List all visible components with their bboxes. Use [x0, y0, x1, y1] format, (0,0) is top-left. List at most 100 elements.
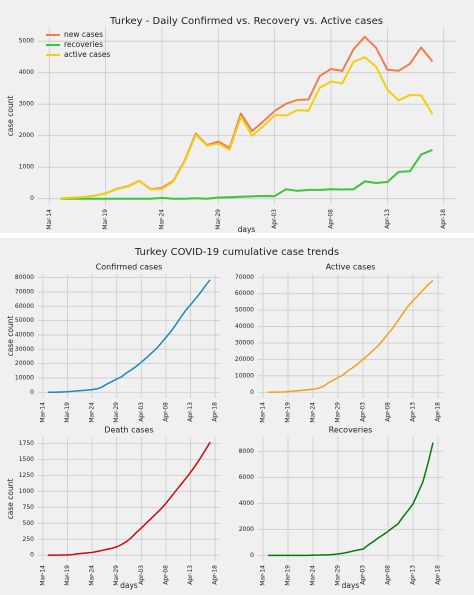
y-tick-label: 30000 [15, 346, 34, 353]
x-tick-label: Apr-13 [384, 209, 391, 229]
x-tick-label: Mar-24 [89, 402, 96, 423]
x-tick-label: Apr-08 [385, 565, 392, 585]
y-tick-label: 60000 [15, 303, 34, 310]
y-tick-label: 20000 [235, 356, 254, 363]
legend-label: recoveries [64, 40, 103, 49]
y-tick-label: 40000 [15, 331, 34, 338]
y-tick-label: 4000 [239, 500, 254, 507]
x-tick-label: Mar-19 [64, 565, 71, 586]
y-tick-label: 1750 [19, 440, 34, 447]
x-axis-label: days [120, 581, 138, 590]
x-tick-label: Mar-14 [39, 565, 46, 586]
x-tick-label: Apr-13 [187, 402, 194, 422]
x-tick-label: Mar-24 [310, 402, 317, 423]
x-tick-label: Mar-24 [310, 565, 317, 586]
data-line [268, 442, 434, 557]
x-tick-label: Mar-24 [158, 209, 165, 230]
x-tick-label: Apr-08 [328, 209, 335, 229]
x-tick-label: Apr-13 [187, 565, 194, 585]
chart-title: Recoveries [329, 426, 373, 435]
y-tick-label: 50000 [235, 307, 254, 314]
y-axis-label: case count [6, 316, 15, 357]
y-tick-label: 0 [250, 389, 254, 396]
y-tick-label: 70000 [235, 274, 254, 281]
x-tick-label: Mar-29 [335, 402, 342, 423]
y-tick-label: 0 [30, 195, 34, 202]
chart-title: Confirmed cases [96, 263, 163, 272]
chart-title: Active cases [326, 263, 376, 272]
x-tick-label: Mar-24 [89, 565, 96, 586]
x-tick-label: Apr-08 [162, 402, 169, 422]
x-tick-label: Apr-08 [385, 402, 392, 422]
x-tick-label: Mar-14 [46, 209, 53, 230]
x-tick-label: Mar-29 [335, 565, 342, 586]
x-tick-label: Apr-18 [212, 402, 219, 422]
y-tick-label: 250 [23, 536, 35, 543]
top-figure-bg [0, 0, 474, 233]
y-tick-label: 2000 [239, 526, 254, 533]
x-tick-label: Mar-14 [260, 565, 267, 586]
y-tick-label: 60000 [235, 290, 254, 297]
y-axis-label: case count [6, 479, 15, 520]
x-tick-label: Mar-29 [215, 209, 222, 230]
y-tick-label: 80000 [15, 274, 34, 281]
x-axis-label: days [342, 581, 360, 590]
y-tick-label: 10000 [15, 374, 34, 381]
y-tick-label: 750 [23, 504, 35, 511]
legend-label: active cases [64, 50, 110, 59]
y-tick-label: 1250 [19, 472, 34, 479]
y-tick-label: 70000 [15, 288, 34, 295]
data-line [47, 279, 211, 393]
y-tick-label: 2000 [19, 132, 34, 139]
y-tick-label: 500 [23, 520, 35, 527]
data-line [267, 279, 434, 393]
x-tick-label: Apr-13 [410, 565, 417, 585]
x-tick-label: Apr-13 [410, 402, 417, 422]
x-tick-label: Apr-18 [212, 565, 219, 585]
legend-label: new cases [64, 30, 103, 39]
y-tick-label: 0 [30, 552, 34, 559]
x-tick-label: Mar-19 [64, 402, 71, 423]
y-tick-label: 1000 [19, 488, 34, 495]
x-tick-label: Mar-14 [39, 402, 46, 423]
x-tick-label: Apr-03 [138, 565, 145, 585]
y-tick-label: 40000 [235, 323, 254, 330]
data-line [60, 148, 433, 200]
y-tick-label: 1500 [19, 456, 34, 463]
x-tick-label: Apr-03 [360, 565, 367, 585]
x-tick-label: Apr-18 [435, 402, 442, 422]
x-tick-label: Apr-03 [360, 402, 367, 422]
x-tick-label: Mar-14 [260, 402, 267, 423]
y-tick-label: 4000 [19, 69, 34, 76]
x-tick-label: Apr-03 [271, 209, 278, 229]
y-tick-label: 5000 [19, 38, 34, 45]
y-tick-label: 10000 [235, 372, 254, 379]
y-tick-label: 0 [30, 389, 34, 396]
chart-title: Death cases [104, 426, 153, 435]
y-tick-label: 1000 [19, 164, 34, 171]
x-tick-label: Mar-19 [285, 402, 292, 423]
data-line [47, 441, 211, 556]
y-tick-label: 0 [250, 552, 254, 559]
x-tick-label: Mar-29 [113, 565, 120, 586]
chart-title: Turkey - Daily Confirmed vs. Recovery vs… [109, 16, 383, 27]
y-tick-label: 30000 [235, 339, 254, 346]
x-tick-label: Mar-19 [285, 565, 292, 586]
y-tick-label: 20000 [15, 360, 34, 367]
y-tick-label: 6000 [239, 474, 254, 481]
y-tick-label: 8000 [239, 448, 254, 455]
y-axis-label: case count [6, 96, 15, 137]
suptitle: Turkey COVID-19 cumulative case trends [134, 247, 339, 258]
bottom-figure-bg [0, 238, 474, 595]
x-tick-label: Mar-19 [102, 209, 109, 230]
x-tick-label: Apr-18 [440, 209, 447, 229]
x-axis-label: days [238, 225, 256, 234]
data-line [60, 56, 434, 200]
x-tick-label: Mar-29 [113, 402, 120, 423]
y-tick-label: 50000 [15, 317, 34, 324]
x-tick-label: Apr-08 [162, 565, 169, 585]
x-tick-label: Apr-03 [138, 402, 145, 422]
x-tick-label: Apr-18 [435, 565, 442, 585]
y-tick-label: 3000 [19, 101, 34, 108]
